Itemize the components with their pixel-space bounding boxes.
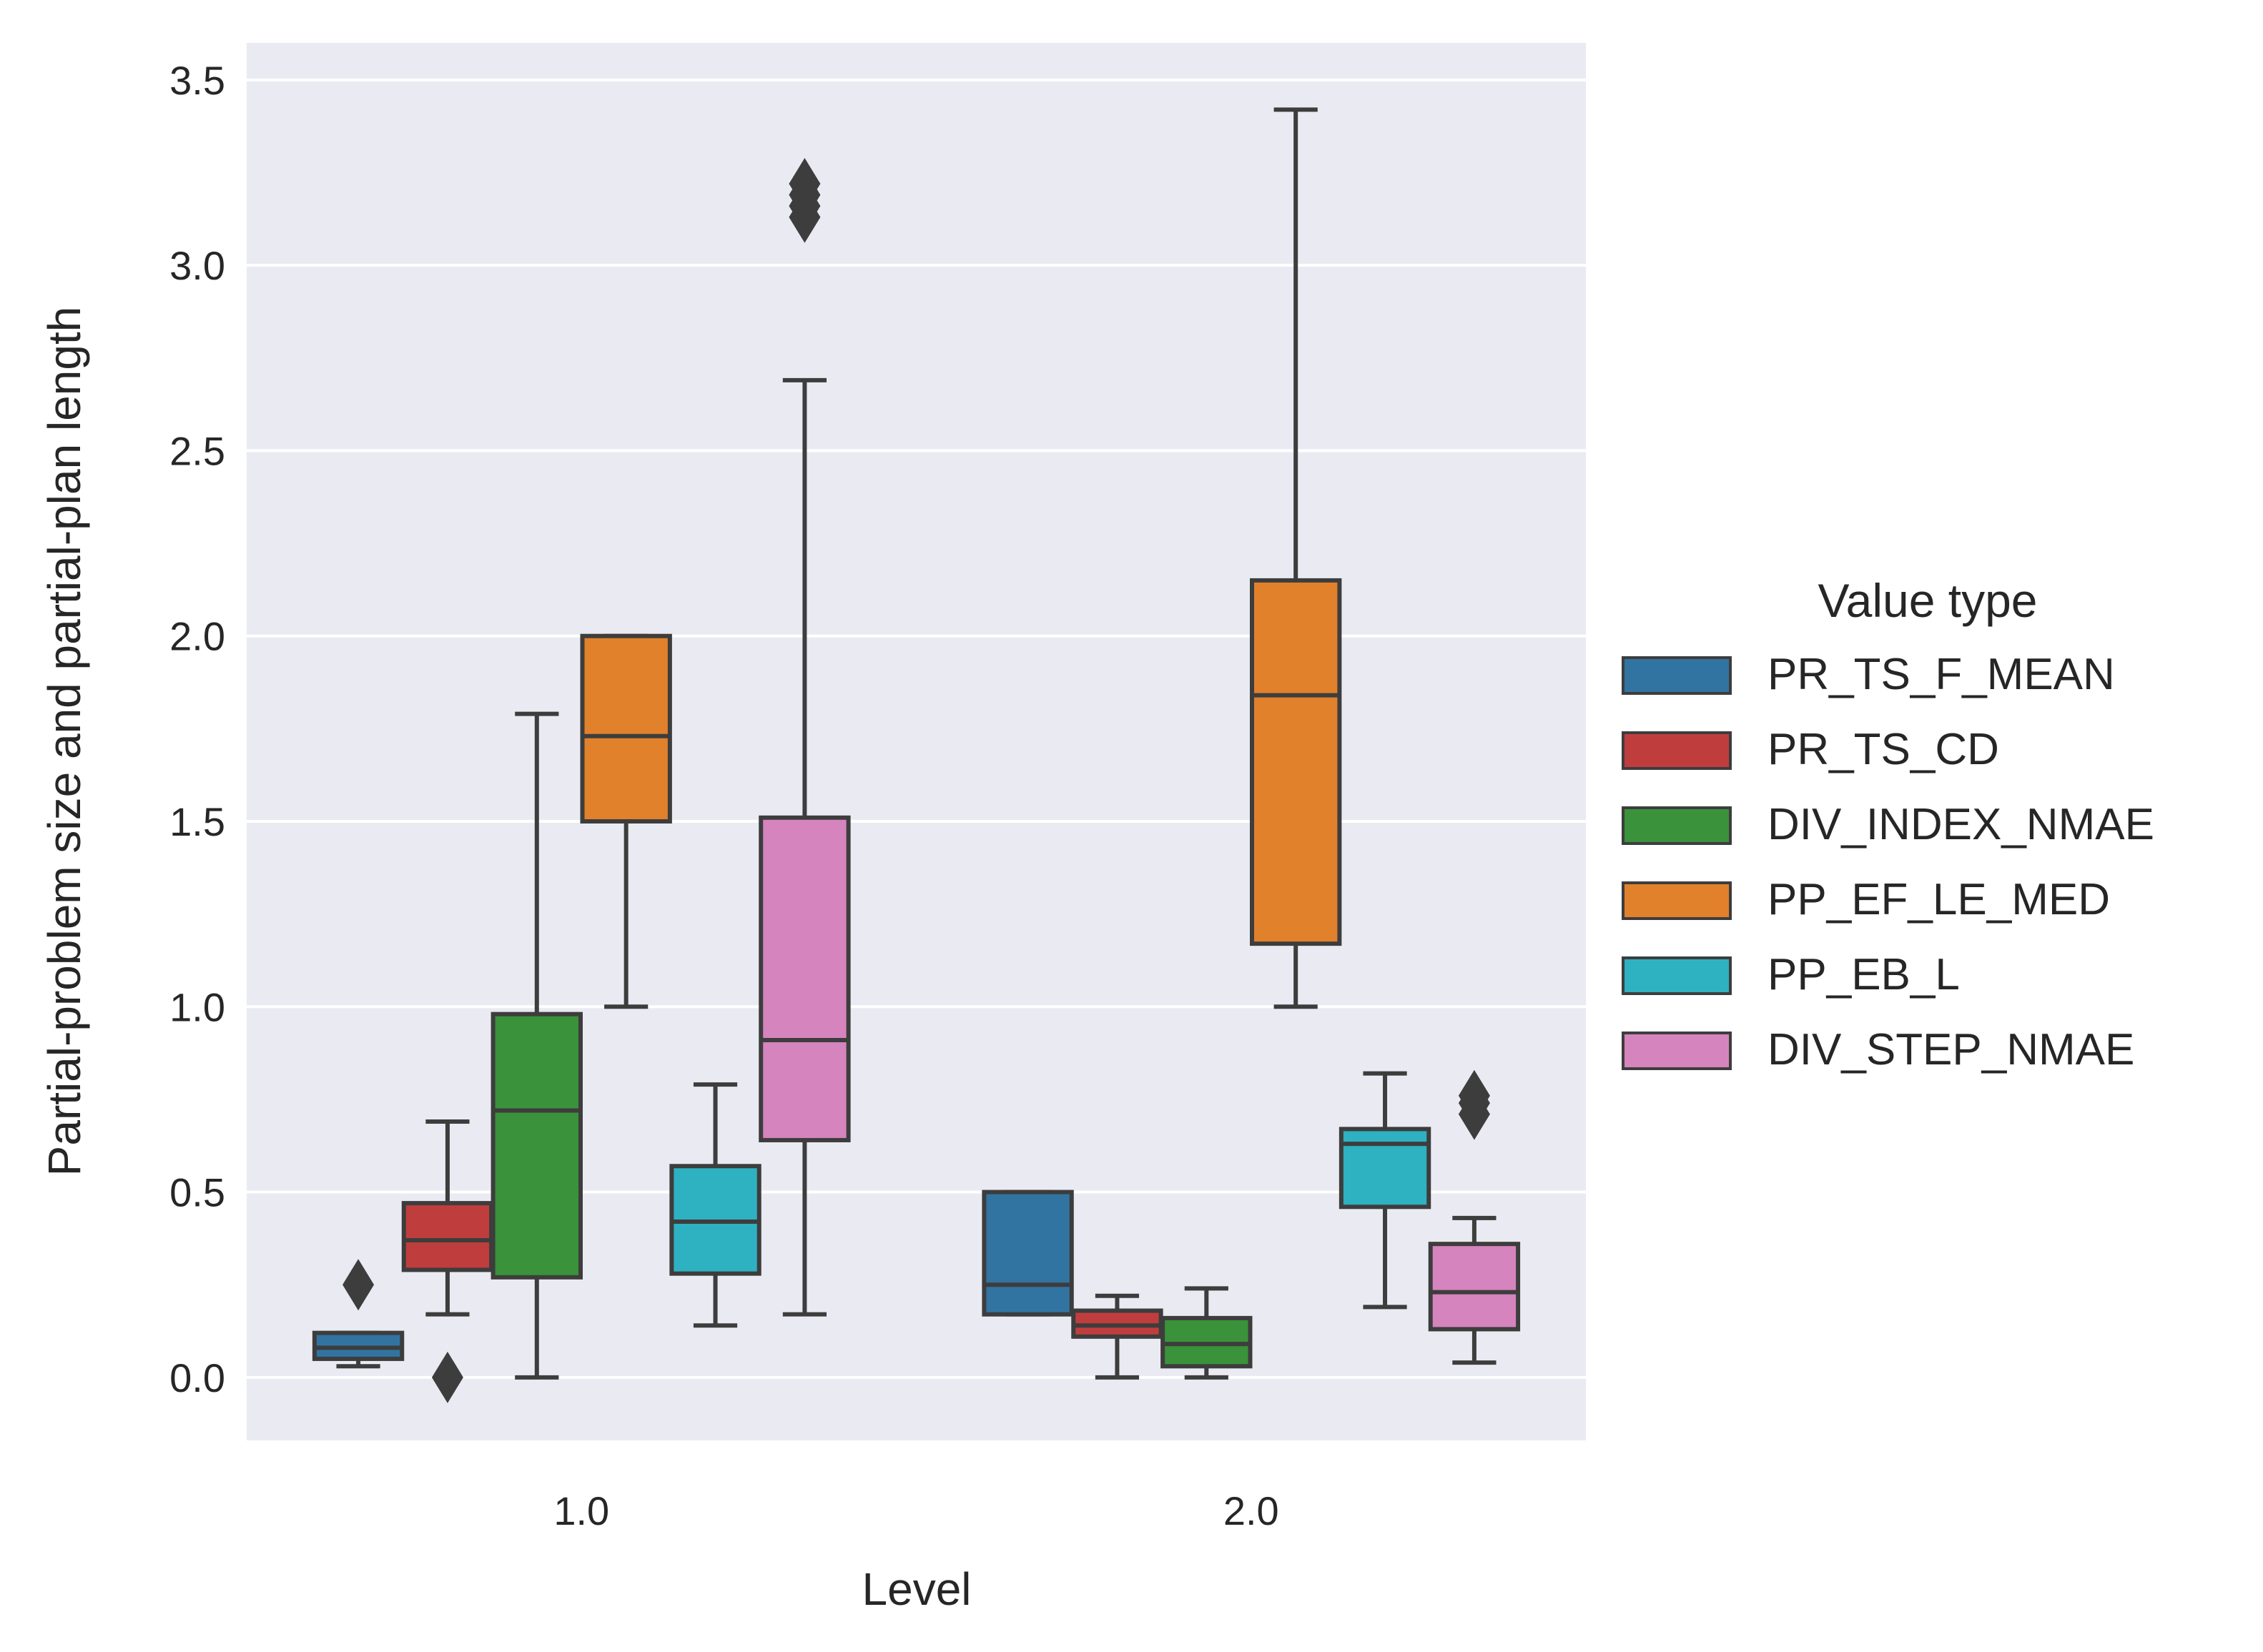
box-pp-eb-l bbox=[669, 1082, 761, 1328]
box-pr-ts-cd bbox=[401, 1119, 494, 1403]
y-tick-label: 2.0 bbox=[169, 614, 225, 659]
y-tick-label: 0.0 bbox=[169, 1355, 225, 1400]
x-tick-labels: 1.0 2.0 bbox=[553, 1488, 1278, 1533]
y-axis-label: Partial-problem size and partial-plan le… bbox=[39, 307, 90, 1177]
legend-label: DIV_INDEX_NMAE bbox=[1767, 800, 2154, 849]
legend-swatch bbox=[1622, 956, 1732, 995]
box-pp-eb-l bbox=[1338, 1071, 1431, 1310]
legend-label: PP_EB_L bbox=[1767, 950, 1960, 999]
box-rect bbox=[1338, 1127, 1431, 1210]
x-tick-label: 2.0 bbox=[1223, 1488, 1279, 1533]
legend-title: Value type bbox=[1818, 574, 2038, 627]
box-pp-ef-le-med bbox=[580, 633, 672, 1009]
box-div-step-nmae bbox=[1428, 1069, 1521, 1365]
y-tick-label: 1.5 bbox=[169, 799, 225, 844]
box-rect bbox=[490, 1012, 583, 1280]
legend-items: PR_TS_F_MEAN PR_TS_CD DIV_INDEX_NMAE PP_EF_… bbox=[1622, 650, 2154, 1074]
outlier-marker bbox=[342, 1259, 375, 1311]
x-tick-label: 1.0 bbox=[553, 1488, 609, 1533]
box-div-index-nmae bbox=[1160, 1286, 1253, 1380]
legend-swatch bbox=[1622, 806, 1732, 845]
legend-swatch bbox=[1622, 881, 1732, 920]
box-pp-ef-le-med bbox=[1249, 107, 1342, 1009]
outlier-marker bbox=[1458, 1069, 1490, 1122]
legend: Value type PR_TS_F_MEAN PR_TS_CD DIV_INDEX… bbox=[1622, 574, 2154, 1074]
legend-label: DIV_STEP_NMAE bbox=[1767, 1025, 2134, 1074]
outlier-marker bbox=[789, 158, 821, 210]
box-div-step-nmae bbox=[759, 158, 851, 1317]
y-tick-label: 2.5 bbox=[169, 428, 225, 473]
x-axis-label: Level bbox=[862, 1563, 972, 1615]
y-tick-label: 3.5 bbox=[169, 58, 225, 103]
outlier-marker bbox=[431, 1351, 463, 1403]
box-div-index-nmae bbox=[490, 711, 583, 1380]
y-tick-labels: 0.0 0.5 1.0 1.5 2.0 2.5 3.0 3.5 bbox=[169, 58, 225, 1400]
legend-swatch bbox=[1622, 656, 1732, 695]
grid-lines bbox=[247, 78, 1586, 1379]
box-rect bbox=[1249, 578, 1342, 946]
box-pr-ts-f-mean bbox=[312, 1259, 405, 1369]
legend-label: PR_TS_F_MEAN bbox=[1767, 650, 2115, 699]
y-tick-label: 3.0 bbox=[169, 243, 225, 288]
legend-label: PP_EF_LE_MED bbox=[1767, 875, 2110, 924]
box-rect bbox=[982, 1189, 1074, 1317]
legend-swatch bbox=[1622, 731, 1732, 770]
y-tick-label: 0.5 bbox=[169, 1170, 225, 1215]
legend-swatch bbox=[1622, 1032, 1732, 1070]
legend-label: PR_TS_CD bbox=[1767, 725, 1999, 774]
box-rect bbox=[580, 633, 672, 823]
box-rect bbox=[759, 815, 851, 1142]
box-rect bbox=[1428, 1242, 1521, 1332]
box-pr-ts-f-mean bbox=[982, 1189, 1074, 1317]
box-series bbox=[312, 107, 1521, 1403]
box-rect bbox=[401, 1201, 494, 1272]
y-tick-label: 1.0 bbox=[169, 984, 225, 1029]
